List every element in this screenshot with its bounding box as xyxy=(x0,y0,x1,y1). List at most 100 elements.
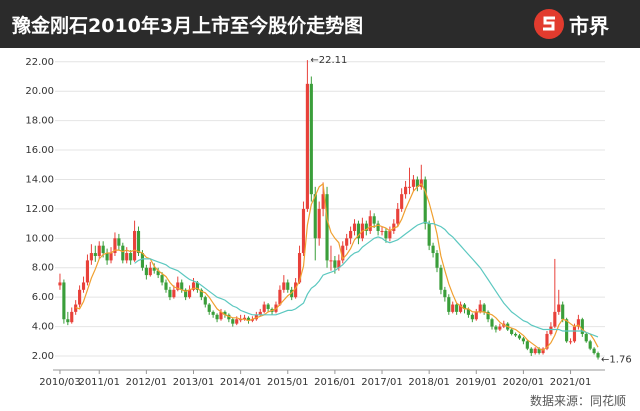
candle-body xyxy=(164,282,168,290)
candle-body xyxy=(568,341,573,343)
candle-body xyxy=(572,326,577,342)
annotation: ←22.11 xyxy=(310,55,347,66)
candle-body xyxy=(215,314,219,320)
candle-body xyxy=(525,341,529,349)
y-tick-label: 4.00 xyxy=(32,322,54,333)
x-tick-label: 2010/03 xyxy=(39,377,81,388)
candle-body xyxy=(352,223,357,231)
candle-body xyxy=(235,319,239,324)
chart: 2.00 4.00 6.00 8.00 10.00 12.00 14.00 16.00 18.0… xyxy=(25,55,632,388)
candle-body xyxy=(203,297,207,305)
candle-body xyxy=(466,308,470,315)
logo-icon xyxy=(534,9,564,39)
candle-body xyxy=(447,297,451,312)
candle-body xyxy=(101,245,105,254)
candle-body xyxy=(301,208,306,254)
candle-body xyxy=(172,289,176,298)
x-tick-label: 2014/01 xyxy=(220,377,262,388)
candle-body xyxy=(392,223,396,231)
candle-body xyxy=(427,223,431,246)
candle-body xyxy=(242,317,247,320)
candle-body xyxy=(459,304,463,312)
candle-body xyxy=(541,348,545,354)
candle-body xyxy=(431,245,435,254)
candle-body xyxy=(258,311,262,315)
candle-body xyxy=(184,289,188,298)
chart-title: 豫金刚石2010年3月上市至今股价走势图 xyxy=(12,15,364,37)
candle-body xyxy=(478,304,482,312)
candle-body xyxy=(588,341,592,349)
candle-body xyxy=(549,326,553,334)
candle-body xyxy=(368,216,372,231)
y-tick-label: 12.00 xyxy=(25,204,54,215)
candle-body xyxy=(70,311,74,323)
candle-body xyxy=(129,253,133,261)
candle-body xyxy=(474,311,478,320)
candle-body xyxy=(195,282,199,290)
candle-body xyxy=(557,304,561,312)
y-tick-label: 16.00 xyxy=(25,145,54,156)
y-tick-label: 2.00 xyxy=(32,351,54,362)
candle-body xyxy=(223,311,227,315)
candle-body xyxy=(78,289,82,305)
candle-body xyxy=(415,179,419,187)
candle-body xyxy=(309,83,313,195)
candle-body xyxy=(337,260,341,268)
candle-body xyxy=(486,311,490,320)
candle-body xyxy=(133,230,137,261)
candle-body xyxy=(321,194,325,209)
candle-body xyxy=(364,223,368,231)
annotation: ←1.76 xyxy=(601,355,632,366)
candle-body xyxy=(113,238,117,254)
y-tick-label: 10.00 xyxy=(25,233,54,244)
candle-body xyxy=(148,267,152,276)
candle-body xyxy=(380,230,384,232)
candle-body xyxy=(565,319,569,342)
candle-body xyxy=(89,253,93,261)
candle-body xyxy=(423,179,427,224)
candle-body xyxy=(286,282,290,290)
candle-body xyxy=(592,348,596,354)
candle-body xyxy=(596,353,600,358)
y-tick-label: 8.00 xyxy=(32,263,54,274)
candle-body xyxy=(517,335,522,339)
candle-body xyxy=(254,314,258,320)
candle-body xyxy=(513,333,518,336)
candle-body xyxy=(81,282,86,290)
candle-body xyxy=(545,333,549,349)
x-tick-label: 2013/01 xyxy=(173,377,215,388)
candle-body xyxy=(533,348,537,354)
y-tick-label: 22.00 xyxy=(25,57,54,68)
candle-body xyxy=(435,253,439,268)
candle-body xyxy=(227,314,231,320)
candle-body xyxy=(97,245,101,256)
candle-body xyxy=(136,230,141,254)
x-tick-label: 2015/01 xyxy=(267,377,309,388)
logo-text: 市界 xyxy=(569,14,609,38)
candle-body xyxy=(305,83,309,209)
candle-body xyxy=(266,304,270,309)
moving-average-line xyxy=(134,221,599,338)
candle-body xyxy=(297,253,302,283)
candle-body xyxy=(62,282,66,320)
candle-body xyxy=(58,282,62,286)
candle-body xyxy=(553,311,557,327)
x-tick-label: 2017/01 xyxy=(361,377,403,388)
candle-body xyxy=(439,267,443,290)
candle-body xyxy=(313,194,317,239)
candle-body xyxy=(278,289,282,305)
y-tick-label: 18.00 xyxy=(25,116,54,127)
candle-body xyxy=(462,304,467,309)
candle-body xyxy=(411,179,416,187)
candle-body xyxy=(168,289,172,298)
candle-body xyxy=(372,216,376,224)
candle-body xyxy=(494,326,498,330)
candle-body xyxy=(333,260,337,268)
candle-body xyxy=(117,238,121,246)
candle-body xyxy=(376,223,380,231)
candle-body xyxy=(329,260,333,262)
candle-body xyxy=(294,282,298,298)
candle-body xyxy=(211,311,215,315)
candle-body xyxy=(498,326,502,330)
candle-body xyxy=(317,208,321,239)
